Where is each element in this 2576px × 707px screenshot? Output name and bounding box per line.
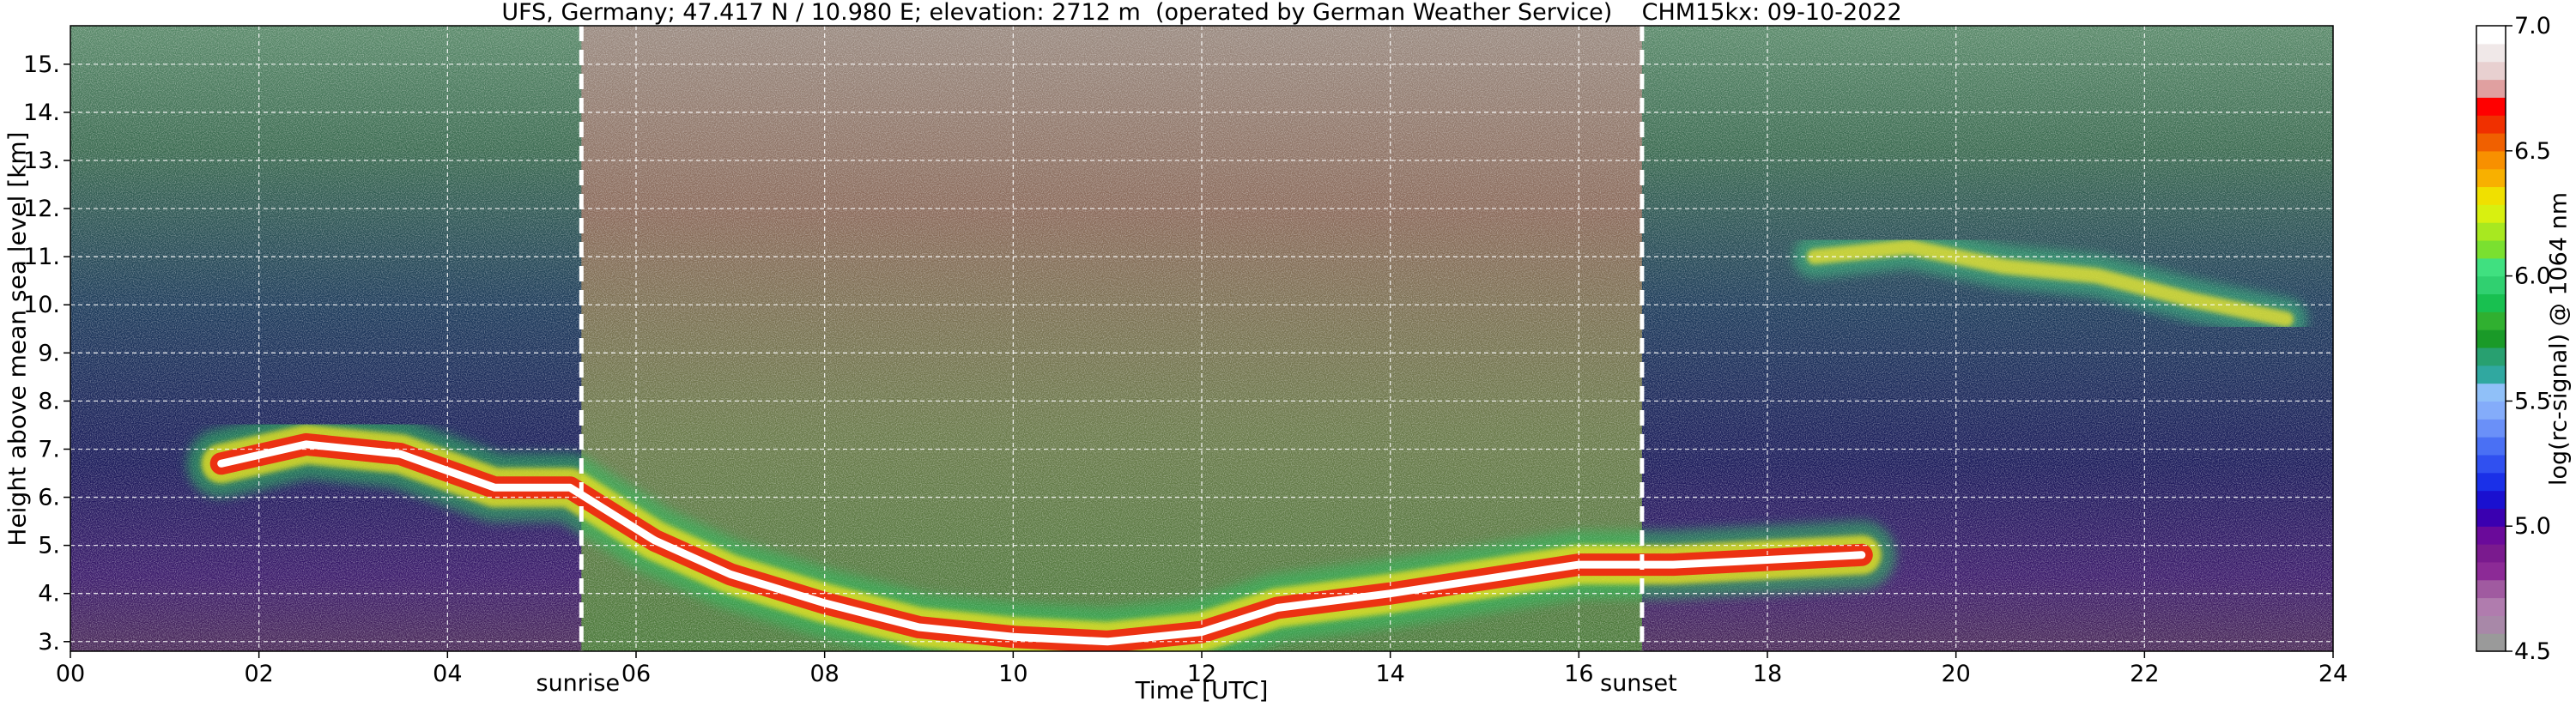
colorbar-segment: [2476, 43, 2506, 63]
y-tick-label: 13.: [23, 148, 60, 174]
x-tick-label: 14: [1375, 661, 1404, 687]
y-tick-label: 11.: [23, 244, 60, 270]
colorbar-segment: [2476, 490, 2506, 509]
colorbar-segment: [2476, 186, 2506, 205]
x-tick-label: 12: [1187, 661, 1216, 687]
colorbar-segment: [2476, 401, 2506, 420]
colorbar-segment: [2476, 526, 2506, 545]
x-tick-label: 06: [621, 661, 651, 687]
x-tick-label: 20: [1941, 661, 1970, 687]
colorbar-segment: [2476, 26, 2506, 45]
colorbar-segment: [2476, 257, 2506, 277]
cirrus-layer-core: [1806, 239, 2294, 328]
colorbar-segment: [2476, 561, 2506, 581]
colorbar-segment: [2476, 633, 2506, 652]
colorbar-tick-label: 6.5: [2514, 138, 2551, 165]
plot-frame: [70, 25, 2334, 652]
colorbar-segment: [2476, 347, 2506, 366]
colorbar-segment: [2476, 150, 2506, 170]
colorbar-segment: [2476, 419, 2506, 438]
y-tick-label: 6.: [38, 485, 60, 511]
x-tick-label: 18: [1753, 661, 1782, 687]
y-tick-label: 12.: [23, 196, 60, 222]
x-tick-label: 16: [1564, 661, 1593, 687]
colorbar-segment: [2476, 508, 2506, 527]
colorbar-frame: [2476, 25, 2506, 652]
colorbar-segment: [2476, 544, 2506, 563]
colorbar-tick-label: 5.5: [2514, 388, 2551, 414]
colorbar-segment: [2476, 239, 2506, 259]
sunset-label: sunset: [1600, 670, 1677, 697]
colorbar-segment: [2476, 132, 2506, 152]
x-tick-label: 22: [2130, 661, 2159, 687]
colorbar-segment: [2476, 579, 2506, 599]
colorbar-segment: [2476, 275, 2506, 295]
x-tick-label: 24: [2318, 661, 2348, 687]
y-tick-label: 10.: [23, 292, 60, 318]
colorbar-tick-label: 5.0: [2514, 513, 2551, 540]
colorbar-segment: [2476, 597, 2506, 616]
colorbar-segment: [2476, 79, 2506, 98]
colorbar-tick-label: 6.0: [2514, 263, 2551, 290]
sunrise-label: sunrise: [536, 670, 621, 697]
y-tick-label: 7.: [38, 436, 60, 462]
colorbar-tick-label: 7.0: [2514, 13, 2551, 39]
colorbar-segment: [2476, 61, 2506, 81]
colorbar-segment: [2476, 615, 2506, 634]
y-tick-label: 4.: [38, 581, 60, 607]
colorbar-segment: [2476, 168, 2506, 188]
x-tick-label: 10: [998, 661, 1027, 687]
colorbar-segment: [2476, 472, 2506, 492]
colorbar-segment: [2476, 293, 2506, 312]
x-axis-label: Time [UTC]: [1135, 676, 1269, 704]
chart-title: UFS, Germany; 47.417 N / 10.980 E; eleva…: [501, 0, 1902, 26]
y-tick-label: 8.: [38, 388, 60, 414]
colorbar-segment: [2476, 383, 2506, 402]
colorbar-segment: [2476, 329, 2506, 348]
y-tick-label: 14.: [23, 100, 60, 126]
y-tick-label: 3.: [38, 629, 60, 656]
y-tick-label: 5.: [38, 533, 60, 559]
colorbar-tick-label: 4.5: [2514, 638, 2551, 665]
x-tick-label: 02: [244, 661, 273, 687]
x-tick-label: 00: [56, 661, 85, 687]
colorbar-segment: [2476, 437, 2506, 456]
colorbar-segment: [2476, 454, 2506, 474]
y-tick-label: 15.: [23, 51, 60, 78]
colorbar-segment: [2476, 222, 2506, 241]
colorbar-segment: [2476, 204, 2506, 223]
y-tick-label: 9.: [38, 340, 60, 366]
x-tick-label: 04: [433, 661, 462, 687]
colorbar-segment: [2476, 115, 2506, 134]
colorbar-segment: [2476, 311, 2506, 330]
x-tick-label: 08: [809, 661, 839, 687]
colorbar-segment: [2476, 97, 2506, 116]
colorbar-segment: [2476, 365, 2506, 384]
